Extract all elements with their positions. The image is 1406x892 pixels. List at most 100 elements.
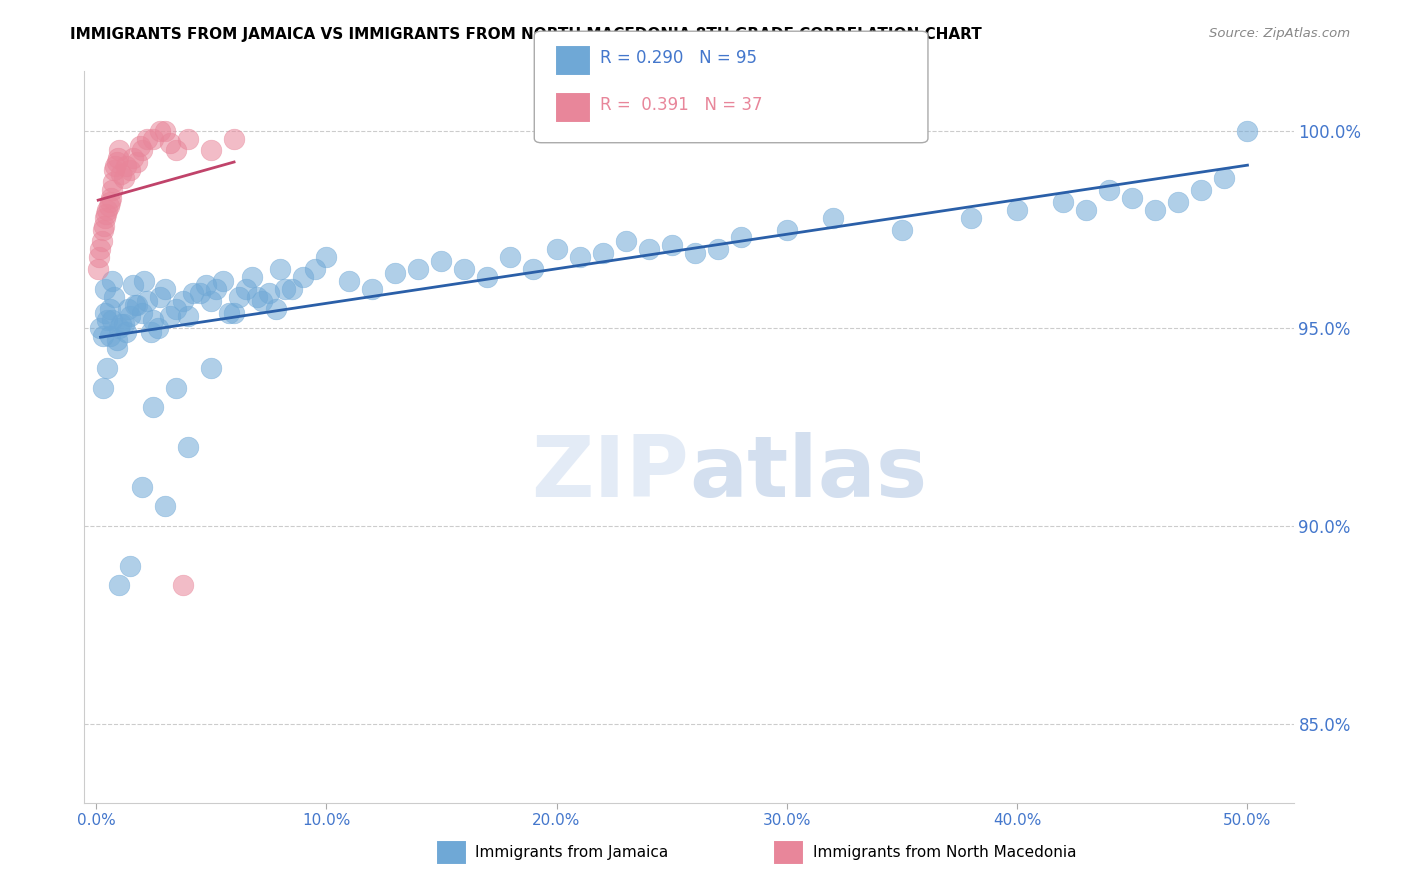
Text: Immigrants from North Macedonia: Immigrants from North Macedonia bbox=[813, 846, 1076, 860]
Point bbox=[91, 329, 114, 343]
Point bbox=[172, 293, 194, 308]
Point bbox=[218, 305, 240, 319]
Point bbox=[93, 219, 115, 233]
Point bbox=[141, 326, 163, 340]
Point bbox=[91, 381, 114, 395]
Point bbox=[430, 254, 453, 268]
Point bbox=[222, 305, 245, 319]
Point bbox=[546, 242, 568, 256]
Point bbox=[120, 163, 142, 178]
Point bbox=[200, 293, 222, 308]
Point bbox=[453, 262, 475, 277]
Point bbox=[89, 250, 111, 264]
Point bbox=[120, 558, 142, 573]
Point bbox=[235, 282, 257, 296]
Point bbox=[101, 274, 124, 288]
Point bbox=[103, 290, 125, 304]
Point bbox=[131, 479, 153, 493]
Point bbox=[96, 360, 118, 375]
Point bbox=[94, 282, 117, 296]
Point bbox=[121, 152, 143, 166]
Point bbox=[146, 321, 169, 335]
Point bbox=[1052, 194, 1074, 209]
Point bbox=[127, 298, 149, 312]
Point bbox=[177, 310, 200, 324]
Point bbox=[108, 578, 131, 592]
Point bbox=[1236, 123, 1258, 137]
Point bbox=[89, 242, 111, 256]
Point bbox=[361, 282, 384, 296]
Point bbox=[188, 285, 211, 300]
Point bbox=[257, 285, 280, 300]
Point bbox=[706, 242, 728, 256]
Point bbox=[661, 238, 683, 252]
Point bbox=[108, 321, 131, 335]
Point bbox=[222, 131, 245, 145]
Point bbox=[960, 211, 983, 225]
Point bbox=[96, 202, 118, 217]
Point bbox=[280, 282, 302, 296]
Point bbox=[98, 329, 121, 343]
Point bbox=[246, 290, 269, 304]
Point bbox=[101, 313, 124, 327]
Point bbox=[105, 341, 128, 355]
Point bbox=[149, 123, 172, 137]
Point bbox=[114, 326, 136, 340]
Point bbox=[250, 293, 273, 308]
Point bbox=[134, 274, 156, 288]
Point bbox=[105, 333, 128, 347]
Point bbox=[211, 274, 233, 288]
Text: R = 0.290   N = 95: R = 0.290 N = 95 bbox=[600, 49, 758, 67]
Point bbox=[142, 313, 165, 327]
Point bbox=[110, 318, 132, 332]
Point bbox=[114, 159, 136, 173]
Point bbox=[200, 360, 222, 375]
Point bbox=[91, 222, 114, 236]
Point bbox=[108, 144, 131, 158]
Point bbox=[103, 163, 125, 178]
Point bbox=[112, 171, 135, 186]
Point bbox=[107, 152, 129, 166]
Point bbox=[891, 222, 914, 236]
Text: R =  0.391   N = 37: R = 0.391 N = 37 bbox=[600, 96, 763, 114]
Point bbox=[292, 269, 315, 284]
Text: IMMIGRANTS FROM JAMAICA VS IMMIGRANTS FROM NORTH MACEDONIA 8TH GRADE CORRELATION: IMMIGRANTS FROM JAMAICA VS IMMIGRANTS FR… bbox=[70, 27, 981, 42]
Point bbox=[337, 274, 360, 288]
Point bbox=[112, 318, 135, 332]
Point bbox=[1144, 202, 1167, 217]
Text: Source: ZipAtlas.com: Source: ZipAtlas.com bbox=[1209, 27, 1350, 40]
Point bbox=[1189, 183, 1212, 197]
Point bbox=[153, 282, 176, 296]
Point bbox=[228, 290, 250, 304]
Point bbox=[592, 246, 614, 260]
Point bbox=[89, 321, 111, 335]
Point bbox=[1121, 191, 1143, 205]
Point bbox=[120, 310, 142, 324]
Point bbox=[128, 139, 150, 153]
Point bbox=[153, 123, 176, 137]
Point bbox=[1213, 171, 1236, 186]
Point bbox=[98, 301, 121, 316]
Point bbox=[274, 282, 297, 296]
Point bbox=[499, 250, 522, 264]
Point bbox=[1076, 202, 1098, 217]
Point bbox=[522, 262, 544, 277]
Point bbox=[200, 144, 222, 158]
Point bbox=[94, 211, 117, 225]
Point bbox=[131, 144, 153, 158]
Point bbox=[127, 155, 149, 169]
Point bbox=[124, 298, 146, 312]
Point bbox=[96, 207, 118, 221]
Point bbox=[821, 211, 844, 225]
Point bbox=[166, 301, 188, 316]
Point bbox=[1005, 202, 1028, 217]
Point bbox=[614, 235, 637, 249]
Point bbox=[131, 305, 153, 319]
Point bbox=[477, 269, 499, 284]
Point bbox=[149, 290, 172, 304]
Point bbox=[159, 310, 181, 324]
Point bbox=[1167, 194, 1189, 209]
Point bbox=[121, 277, 143, 292]
Point bbox=[181, 285, 204, 300]
Text: ZIP: ZIP bbox=[531, 432, 689, 516]
